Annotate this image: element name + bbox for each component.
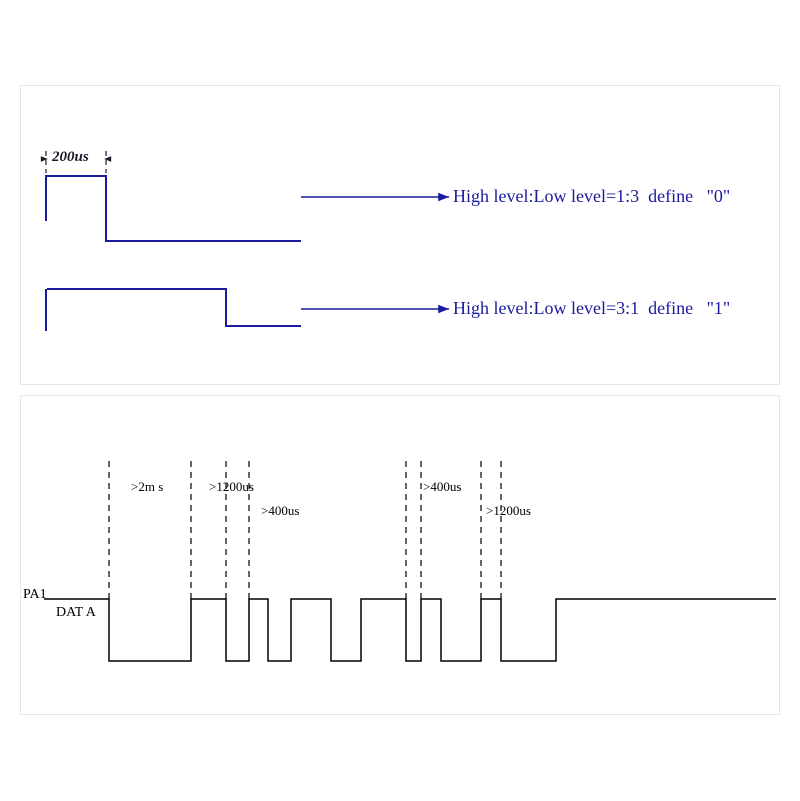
bottom-panel: PA1 DAT A >2m s >1200us >400us >400us >1200u…	[20, 395, 780, 715]
time-label: >1200us	[486, 503, 531, 519]
time-label: >400us	[261, 503, 299, 519]
time-label: >1200us	[209, 479, 254, 495]
time-label: >400us	[423, 479, 461, 495]
data-waveform	[44, 599, 776, 661]
bottom-timing-svg	[1, 1, 800, 801]
data-label: DAT A	[56, 605, 96, 621]
signal-name-label: PA1	[23, 587, 47, 603]
time-label: >2m s	[131, 479, 163, 495]
